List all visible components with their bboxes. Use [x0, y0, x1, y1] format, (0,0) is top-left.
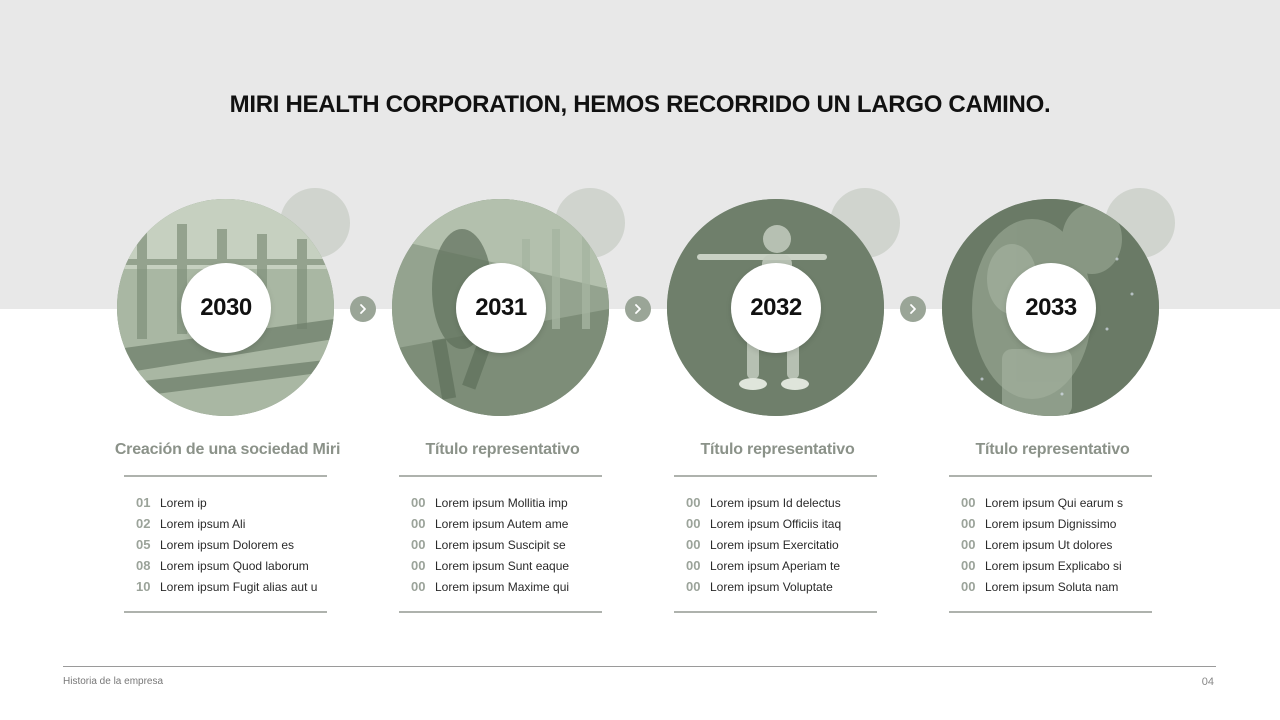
list-item: 00 Lorem ipsum Mollitia imp — [411, 492, 569, 513]
list-item: 00 Lorem ipsum Maxime qui — [411, 576, 569, 597]
item-text: Lorem ipsum Dignissimo — [985, 516, 1117, 531]
item-number: 00 — [686, 495, 701, 510]
item-number: 00 — [411, 537, 426, 552]
milestone-2033: 2033 Título representativo 00 Lorem ipsum… — [935, 188, 1180, 618]
milestone-list: 00 Lorem ipsum Qui earum s 00 Lorem ipsum … — [961, 492, 1123, 597]
item-text: Lorem ipsum Explicabo si — [985, 558, 1122, 573]
item-number: 00 — [686, 516, 701, 531]
list-item: 00 Lorem ipsum Dignissimo — [961, 513, 1123, 534]
item-number: 00 — [961, 537, 976, 552]
milestone-2031: 2031 Título representativo 00 Lorem ipsum… — [385, 188, 630, 618]
item-text: Lorem ipsum Exercitatio — [710, 537, 839, 552]
item-number: 00 — [961, 579, 976, 594]
item-text: Lorem ipsum Voluptate — [710, 579, 833, 594]
milestone-title: Título representativo — [700, 441, 855, 458]
item-text: Lorem ipsum Dolorem es — [160, 537, 295, 552]
next-arrow-icon — [350, 296, 376, 322]
item-number: 00 — [686, 558, 701, 573]
list-item: 02 Lorem ipsum Ali — [136, 513, 317, 534]
milestone-list: 00 Lorem ipsum Mollitia imp 00 Lorem ipsum… — [411, 492, 569, 597]
milestone-2030: 2030 Creación de una sociedad Miri 01 Lor… — [110, 188, 355, 618]
milestone-list: 00 Lorem ipsum Id delectus 00 Lorem ipsum … — [686, 492, 841, 597]
item-text: Lorem ipsum Maxime qui — [435, 579, 570, 594]
year-badge: 2031 — [456, 263, 546, 353]
item-number: 08 — [136, 558, 151, 573]
milestone-title: Título representativo — [425, 441, 580, 458]
item-text: Lorem ip — [160, 495, 207, 510]
next-arrow-icon — [625, 296, 651, 322]
footer-divider — [63, 666, 1216, 667]
list-item: 00 Lorem ipsum Aperiam te — [686, 555, 841, 576]
item-text: Lorem ipsum Ut dolores — [985, 537, 1113, 552]
item-number: 00 — [686, 579, 701, 594]
treadmills-photo — [117, 199, 334, 416]
item-number: 00 — [686, 537, 701, 552]
footer-section-label: Historia de la empresa — [63, 676, 164, 687]
item-number: 10 — [136, 579, 151, 594]
item-number: 05 — [136, 537, 151, 552]
year-label: 2030 — [200, 294, 252, 321]
divider — [949, 475, 1152, 477]
item-number: 02 — [136, 516, 151, 531]
milestone-title: Título representativo — [975, 441, 1130, 458]
divider — [399, 475, 602, 477]
list-item: 10 Lorem ipsum Fugit alias aut u — [136, 576, 317, 597]
item-text: Lorem ipsum Autem ame — [435, 516, 569, 531]
divider — [949, 611, 1152, 613]
list-item: 08 Lorem ipsum Quod laborum — [136, 555, 317, 576]
divider — [674, 475, 877, 477]
item-text: Lorem ipsum Aperiam te — [710, 558, 841, 573]
milestone-title: Creación de una sociedad Miri — [114, 441, 341, 458]
item-text: Lorem ipsum Officiis itaq — [710, 516, 842, 531]
list-item: 00 Lorem ipsum Officiis itaq — [686, 513, 841, 534]
item-text: Lorem ipsum Qui earum s — [985, 495, 1124, 510]
list-item: 01 Lorem ip — [136, 492, 317, 513]
milestone-2032: 2032 Título representativo 00 Lorem ipsum… — [660, 188, 905, 618]
divider — [399, 611, 602, 613]
page-number: 04 — [1201, 676, 1214, 688]
item-text: Lorem ipsum Soluta nam — [985, 579, 1119, 594]
year-label: 2033 — [1025, 294, 1077, 321]
divider — [124, 611, 327, 613]
next-arrow-icon — [900, 296, 926, 322]
item-number: 00 — [961, 495, 976, 510]
item-text: Lorem ipsum Sunt eaque — [435, 558, 570, 573]
list-item: 00 Lorem ipsum Autem ame — [411, 513, 569, 534]
year-label: 2032 — [750, 294, 802, 321]
list-item: 05 Lorem ipsum Dolorem es — [136, 534, 317, 555]
year-badge: 2033 — [1006, 263, 1096, 353]
item-number: 00 — [411, 516, 426, 531]
item-text: Lorem ipsum Ali — [160, 516, 246, 531]
item-number: 00 — [961, 558, 976, 573]
item-text: Lorem ipsum Fugit alias aut u — [160, 579, 318, 594]
item-text: Lorem ipsum Quod laborum — [160, 558, 309, 573]
item-text: Lorem ipsum Suscipit se — [435, 537, 566, 552]
slide-headline: MIRI HEALTH CORPORATION, HEMOS RECORRIDO… — [229, 91, 1051, 118]
divider — [674, 611, 877, 613]
milestone-list: 01 Lorem ip 02 Lorem ipsum Ali 05 Lorem ips… — [136, 492, 317, 597]
list-item: 00 Lorem ipsum Explicabo si — [961, 555, 1123, 576]
list-item: 00 Lorem ipsum Exercitatio — [686, 534, 841, 555]
year-badge: 2032 — [731, 263, 821, 353]
athlete-photo — [942, 199, 1159, 416]
item-number: 00 — [411, 579, 426, 594]
year-badge: 2030 — [181, 263, 271, 353]
list-item: 00 Lorem ipsum Ut dolores — [961, 534, 1123, 555]
list-item: 00 Lorem ipsum Suscipit se — [411, 534, 569, 555]
item-number: 01 — [136, 495, 151, 510]
list-item: 00 Lorem ipsum Voluptate — [686, 576, 841, 597]
list-item: 00 Lorem ipsum Id delectus — [686, 492, 841, 513]
item-number: 00 — [961, 516, 976, 531]
list-item: 00 Lorem ipsum Qui earum s — [961, 492, 1123, 513]
item-text: Lorem ipsum Mollitia imp — [435, 495, 568, 510]
item-number: 00 — [411, 495, 426, 510]
item-number: 00 — [411, 558, 426, 573]
divider — [124, 475, 327, 477]
list-item: 00 Lorem ipsum Sunt eaque — [411, 555, 569, 576]
item-text: Lorem ipsum Id delectus — [710, 495, 841, 510]
year-label: 2031 — [475, 294, 527, 321]
list-item: 00 Lorem ipsum Soluta nam — [961, 576, 1123, 597]
